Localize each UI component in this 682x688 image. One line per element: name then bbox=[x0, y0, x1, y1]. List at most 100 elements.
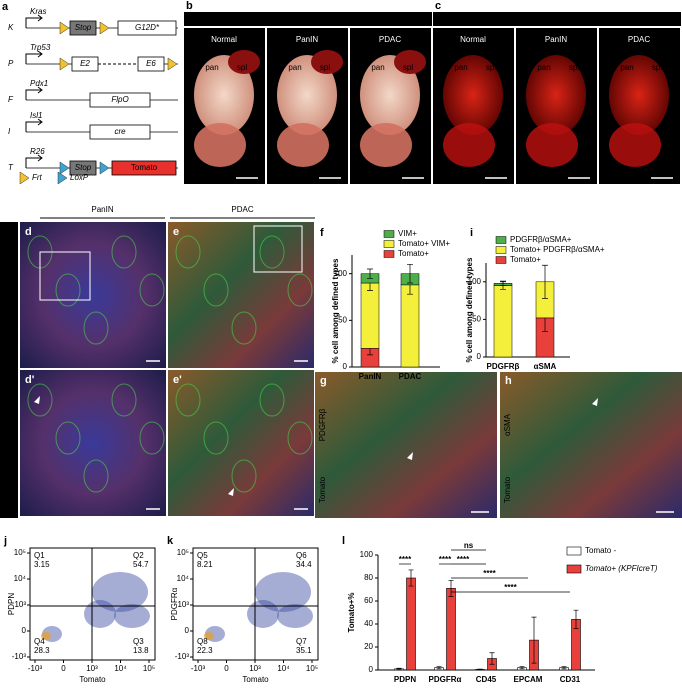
allele-box bbox=[71, 56, 99, 72]
quadrant-value: 34.4 bbox=[296, 560, 312, 569]
y-tick-label: 80 bbox=[364, 573, 373, 582]
micrograph bbox=[315, 372, 497, 518]
allele-label: Tomato bbox=[131, 163, 158, 172]
gland bbox=[139, 421, 165, 455]
event-cloud bbox=[204, 632, 214, 640]
genotype-letter: T bbox=[8, 163, 14, 172]
gland bbox=[55, 421, 81, 455]
event-cloud bbox=[255, 572, 311, 612]
y-tick-label: 100 bbox=[360, 550, 374, 559]
y-tick-label: 0 bbox=[185, 626, 190, 635]
legend-label: Tomato+ (KPFIcreT) bbox=[585, 564, 658, 573]
x-tick-label: 10³ bbox=[249, 664, 261, 673]
legend-label: PDGFRβ/αSMA+ bbox=[510, 235, 572, 244]
x-axis-label: Tomato bbox=[242, 675, 269, 684]
error-bar bbox=[531, 616, 537, 664]
x-axis-label: Tomato bbox=[79, 675, 106, 684]
organ-label: spl bbox=[652, 63, 662, 72]
inset-box bbox=[39, 251, 91, 301]
y-tick-label: -10³ bbox=[175, 652, 190, 661]
panel-letter: b bbox=[186, 0, 193, 12]
column-label: PDAC bbox=[379, 35, 401, 44]
y-tick-label: 20 bbox=[364, 642, 373, 651]
genotype-letter: F bbox=[8, 95, 14, 104]
channel-label: αSMA bbox=[503, 413, 512, 436]
gland bbox=[27, 383, 53, 417]
quadrant-name: Q5 bbox=[197, 551, 208, 560]
title-bar bbox=[433, 12, 681, 26]
y-tick-label: 60 bbox=[364, 596, 373, 605]
gland bbox=[259, 235, 285, 269]
gene-name: Trp53 bbox=[30, 43, 51, 52]
gland bbox=[83, 311, 109, 345]
allele-box bbox=[137, 56, 165, 72]
spleen bbox=[311, 50, 343, 74]
x-tick-label: 10⁴ bbox=[114, 664, 127, 673]
x-tick-label: 0 bbox=[224, 664, 229, 673]
x-tick-label: EPCAM bbox=[514, 675, 543, 684]
significance-label: **** bbox=[457, 555, 470, 564]
arrowhead bbox=[407, 452, 413, 460]
micrograph bbox=[20, 222, 166, 368]
column-label: Normal bbox=[460, 35, 486, 44]
allele-label: E2 bbox=[80, 59, 90, 68]
gland bbox=[175, 235, 201, 269]
quadrant-name: Q1 bbox=[34, 551, 45, 560]
organ-label: spl bbox=[403, 63, 413, 72]
gene-name: Pdx1 bbox=[30, 79, 48, 88]
x-tick-label: PDPN bbox=[394, 675, 416, 684]
genotype-letter: K bbox=[8, 23, 14, 32]
quadrant-value: 54.7 bbox=[133, 560, 149, 569]
error-bar bbox=[408, 569, 414, 587]
gland bbox=[287, 421, 313, 455]
organ-label: spl bbox=[320, 63, 330, 72]
bar-segment bbox=[400, 284, 420, 368]
channel-strip bbox=[0, 222, 18, 518]
channel-label: Tomato bbox=[5, 381, 14, 408]
micrograph bbox=[20, 370, 166, 516]
y-axis-label: % cell among defined types bbox=[331, 258, 340, 363]
event-cloud bbox=[92, 572, 148, 612]
site-triangle bbox=[59, 57, 70, 71]
bar bbox=[446, 588, 456, 671]
y-tick-label: 100 bbox=[334, 269, 348, 278]
error-bar bbox=[396, 667, 402, 670]
event-cloud bbox=[114, 604, 150, 628]
promoter-arrow bbox=[25, 50, 43, 64]
significance-label: **** bbox=[504, 583, 517, 592]
event-cloud bbox=[84, 600, 116, 628]
y-tick-label: 10³ bbox=[14, 600, 26, 609]
promoter-arrow bbox=[25, 86, 43, 100]
y-tick-label: 50 bbox=[338, 315, 347, 324]
x-tick-label: 10⁵ bbox=[143, 664, 155, 673]
y-tick-label: 10⁵ bbox=[177, 548, 189, 557]
x-tick-label: αSMA bbox=[534, 362, 557, 371]
panel-letter: d' bbox=[25, 374, 35, 386]
panel-letter: c bbox=[435, 0, 441, 12]
organ bbox=[526, 123, 578, 167]
allele-box bbox=[89, 124, 151, 140]
gland bbox=[287, 273, 313, 307]
event-cloud bbox=[41, 632, 51, 640]
micrograph bbox=[168, 370, 314, 516]
channel-label: VIM bbox=[5, 255, 14, 270]
y-tick-label: 0 bbox=[22, 626, 27, 635]
organ bbox=[194, 123, 246, 167]
y-tick-label: 0 bbox=[343, 362, 348, 371]
arrowhead bbox=[592, 398, 598, 406]
organ bbox=[609, 123, 661, 167]
legend-swatch bbox=[383, 250, 395, 258]
promoter-arrow bbox=[25, 14, 43, 28]
legend-label: Tomato - bbox=[585, 546, 616, 555]
column-label: PDAC bbox=[231, 205, 253, 214]
legend-label: Frt bbox=[32, 173, 43, 182]
event-cloud bbox=[247, 600, 279, 628]
y-tick-label: 10⁴ bbox=[14, 574, 27, 583]
gland bbox=[111, 235, 137, 269]
organ bbox=[443, 123, 495, 167]
bar-segment bbox=[493, 285, 513, 358]
legend-swatch bbox=[495, 246, 507, 254]
error-bar bbox=[542, 264, 548, 299]
error-bar bbox=[561, 666, 567, 670]
